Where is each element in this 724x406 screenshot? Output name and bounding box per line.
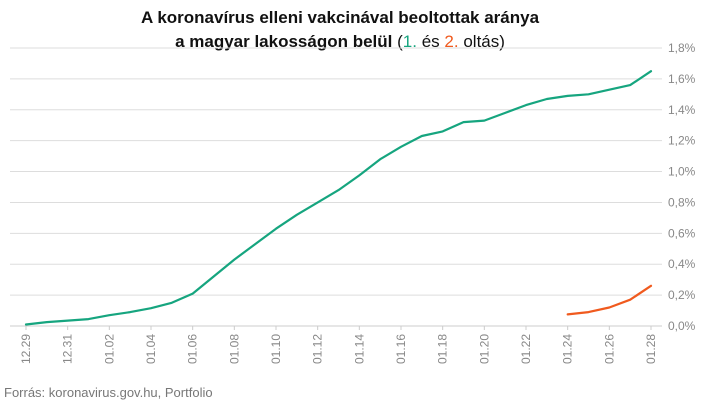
x-tick-label: 01.24	[561, 334, 575, 364]
x-tick-label: 01.10	[269, 334, 283, 364]
y-tick-label: 1,4%	[668, 103, 696, 117]
x-tick-label: 01.14	[352, 334, 366, 364]
chart-title-line1: A koronavírus elleni vakcinával beoltott…	[140, 8, 540, 27]
x-tick-label: 01.06	[186, 334, 200, 364]
x-tick-label: 01.22	[519, 334, 533, 364]
chart-title-line2: a magyar lakosságon belül (1. és 2. oltá…	[0, 30, 680, 54]
y-tick-label: 1,6%	[668, 72, 696, 86]
x-tick-label: 01.28	[644, 334, 658, 364]
series2-label: 2.	[444, 32, 459, 51]
and-text: és	[421, 32, 440, 51]
x-tick-label: 12.29	[19, 334, 33, 364]
suffix-text: oltás)	[463, 32, 505, 51]
x-tick-label: 01.04	[144, 334, 158, 364]
x-tick-label: 01.18	[436, 334, 450, 364]
x-tick-label: 01.26	[602, 334, 616, 364]
y-tick-label: 1,0%	[668, 165, 696, 179]
source-note: Forrás: koronavirus.gov.hu, Portfolio	[4, 385, 213, 400]
y-tick-label: 1,2%	[668, 134, 696, 148]
series-line-1	[24, 70, 653, 326]
y-tick-label: 0,6%	[668, 226, 696, 240]
y-tick-label: 0,2%	[668, 288, 696, 302]
chart-title: A koronavírus elleni vakcinával beoltott…	[0, 6, 680, 54]
x-tick-label: 01.08	[227, 334, 241, 364]
x-tick-label: 01.12	[311, 334, 325, 364]
x-tick-label: 01.16	[394, 334, 408, 364]
y-tick-label: 0,8%	[668, 195, 696, 209]
x-tick-label: 12.31	[61, 334, 75, 364]
paren-open: (	[397, 32, 403, 51]
series1-label: 1.	[402, 32, 417, 51]
x-tick-label: 01.20	[477, 334, 491, 364]
y-tick-label: 1,8%	[668, 41, 696, 55]
y-tick-label: 0,4%	[668, 257, 696, 271]
chart-title-line2-text: a magyar lakosságon belül	[175, 32, 393, 51]
series-line-2	[566, 284, 653, 316]
y-tick-label: 0,0%	[668, 319, 696, 333]
x-tick-label: 01.02	[102, 334, 116, 364]
